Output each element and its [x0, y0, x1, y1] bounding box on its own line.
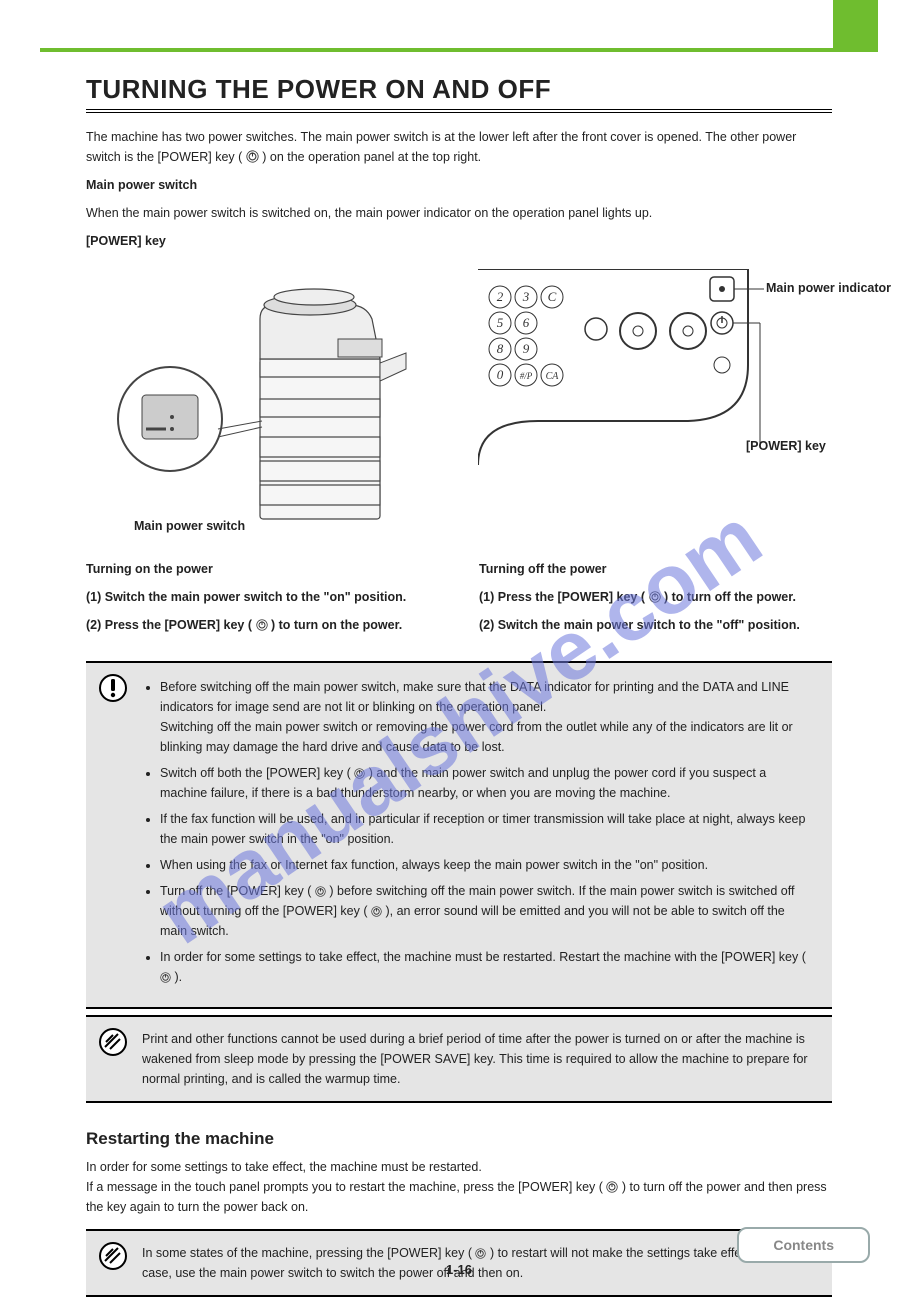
figure-printer-caption: Main power switch [134, 519, 245, 533]
turn-off-heading: Turning off the power [479, 559, 832, 579]
power-icon [475, 1248, 486, 1259]
svg-text:5: 5 [497, 315, 504, 330]
restart-text-2: If a message in the touch panel prompts … [86, 1177, 832, 1217]
svg-text:#/P: #/P [520, 371, 533, 381]
note-icon [98, 1241, 128, 1271]
svg-text:CA: CA [546, 371, 560, 382]
turn-on-step-1: (1) Switch the main power switch to the … [86, 587, 439, 607]
caution-item: In order for some settings to take effec… [160, 947, 814, 987]
main-switch-heading: Main power switch [86, 175, 832, 195]
caution-item: When using the fax or Internet fax funct… [160, 855, 814, 875]
power-icon [371, 906, 382, 917]
restart-heading: Restarting the machine [86, 1129, 832, 1149]
power-icon [315, 886, 326, 897]
caution-item: Turn off the [POWER] key ( ) before swit… [160, 881, 814, 941]
note-text: In some states of the machine, pressing … [142, 1243, 814, 1283]
turn-on-heading: Turning on the power [86, 559, 439, 579]
turn-on-step-2: (2) Press the [POWER] key ( ) to turn on… [86, 615, 439, 635]
figure-panel-caption-indicator: Main power indicator [766, 281, 891, 295]
svg-text:0: 0 [497, 367, 504, 382]
figure-printer: Main power switch [110, 269, 410, 544]
svg-text:8: 8 [497, 341, 504, 356]
caution-box: Before switching off the main power swit… [86, 661, 832, 1009]
power-icon [160, 972, 171, 983]
power-icon [256, 619, 268, 631]
figure-panel: 2 3 C 5 6 8 9 0 #/P CA [478, 269, 778, 484]
header-bar [40, 0, 878, 52]
title-rule [86, 109, 832, 113]
svg-text:3: 3 [522, 289, 530, 304]
page-number: 1-16 [446, 1262, 472, 1277]
printer-illustration [110, 269, 410, 539]
power-icon [649, 591, 661, 603]
svg-text:2: 2 [497, 289, 504, 304]
power-icon [606, 1181, 618, 1193]
power-key-heading: [POWER] key [86, 231, 832, 251]
caution-item: Switch off both the [POWER] key ( ) and … [160, 763, 814, 803]
note-box: Print and other functions cannot be used… [86, 1015, 832, 1103]
caution-item: Before switching off the main power swit… [160, 677, 814, 757]
restart-text-1: In order for some settings to take effec… [86, 1157, 832, 1177]
figure-panel-caption-powerkey: [POWER] key [746, 439, 826, 453]
main-switch-desc: When the main power switch is switched o… [86, 203, 832, 223]
note-text: Print and other functions cannot be used… [142, 1029, 814, 1089]
page-title: TURNING THE POWER ON AND OFF [86, 74, 832, 105]
intro-paragraph: The machine has two power switches. The … [86, 127, 832, 167]
header-tab [833, 0, 878, 52]
caution-item: If the fax function will be used, and in… [160, 809, 814, 849]
note-icon [98, 1027, 128, 1057]
svg-text:6: 6 [523, 315, 530, 330]
panel-illustration: 2 3 C 5 6 8 9 0 #/P CA [478, 269, 778, 479]
power-icon [246, 150, 259, 163]
contents-button[interactable]: Contents [737, 1227, 870, 1263]
caution-icon [98, 673, 128, 703]
svg-text:C: C [548, 289, 557, 304]
intro-text-2: ) on the operation panel at the top righ… [262, 150, 481, 164]
turn-off-step-1: (1) Press the [POWER] key ( ) to turn of… [479, 587, 832, 607]
turn-off-step-2: (2) Switch the main power switch to the … [479, 615, 832, 635]
svg-text:9: 9 [523, 341, 530, 356]
power-icon [354, 768, 365, 779]
